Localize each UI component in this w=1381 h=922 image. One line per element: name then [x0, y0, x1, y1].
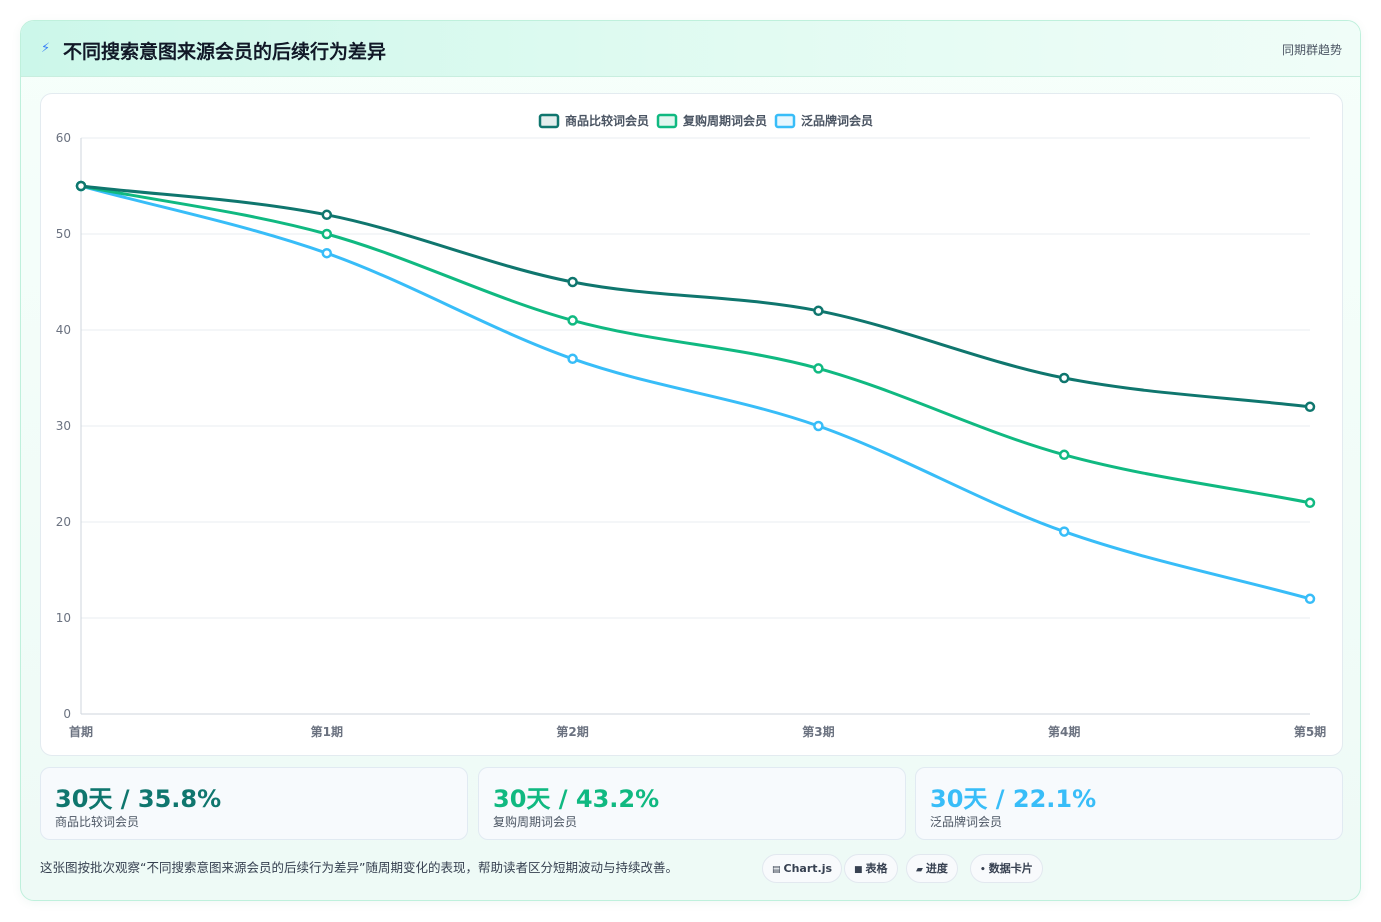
- stat-card-brand: 30天 / 22.1% 泛品牌词会员: [915, 767, 1343, 840]
- stat-label: 泛品牌词会员: [930, 815, 1003, 829]
- chart-footnote: 这张图按批次观察“不同搜索意图来源会员的后续行为差异”随周期变化的表现，帮助读者…: [40, 860, 678, 875]
- line-chart: 0 10 20 30 40 50 60 首期 第1期 第2期 第3期 第4期 第5期 商品比较词会员 复购周…: [56, 113, 1326, 739]
- y-tick-label: 50: [56, 227, 71, 241]
- stat-label: 商品比较词会员: [55, 815, 140, 829]
- data-point: [567, 315, 578, 326]
- data-point: [567, 276, 578, 288]
- x-tick-label: 第4期: [1048, 724, 1080, 739]
- trend-badge: 同期群趋势: [1281, 43, 1342, 57]
- x-tick-label: 首期: [69, 724, 93, 739]
- data-point: [813, 305, 824, 317]
- data-point: [1304, 401, 1316, 413]
- data-point: [813, 363, 824, 374]
- x-tick-label: 第3期: [802, 724, 834, 739]
- pill-label: 数据卡片: [988, 862, 1033, 875]
- chart-icon: ▤: [772, 865, 781, 875]
- legend-swatch: [774, 113, 796, 129]
- pill-table[interactable]: ■ 表格: [844, 854, 898, 883]
- data-point: [321, 228, 333, 240]
- data-point: [567, 353, 578, 365]
- y-tick-label: 10: [56, 611, 71, 625]
- pill-label: 表格: [865, 862, 888, 875]
- x-tick-label: 第5期: [1294, 724, 1326, 739]
- stat-card-comparison: 30天 / 35.8% 商品比较词会员: [40, 767, 468, 840]
- legend-label: 商品比较词会员: [565, 113, 649, 128]
- stat-value: 30天 / 35.8%: [55, 785, 222, 813]
- data-point: [1304, 593, 1316, 605]
- pill-label: 进度: [925, 862, 948, 875]
- stat-value: 30天 / 43.2%: [493, 785, 660, 813]
- x-tick-label: 第2期: [556, 724, 588, 739]
- data-point: [813, 420, 824, 432]
- data-point: [321, 209, 333, 221]
- series-line: [80, 184, 1311, 601]
- y-tick-label: 30: [56, 419, 71, 433]
- table-icon: ■: [854, 865, 863, 875]
- y-tick-label: 20: [56, 515, 71, 529]
- pill-chartjs[interactable]: ▤ Chart.js: [762, 854, 843, 883]
- data-point: [1058, 526, 1070, 537]
- y-tick-label: 0: [63, 707, 71, 721]
- data-point: [1058, 372, 1070, 384]
- chart-title: 不同搜索意图来源会员的后续行为差异: [63, 41, 387, 63]
- y-tick-label: 40: [56, 323, 71, 337]
- series-line: [80, 184, 1311, 505]
- stat-card-repurchase: 30天 / 43.2% 复购周期词会员: [478, 767, 906, 840]
- pill-data-card[interactable]: • 数据卡片: [970, 854, 1043, 883]
- y-tick-label: 60: [56, 131, 71, 145]
- chart-card: ⚡ 不同搜索意图来源会员的后续行为差异 同期群趋势 0 10 20 30 40 50 60 首…: [20, 20, 1361, 901]
- legend-label: 复购周期词会员: [682, 113, 767, 128]
- card-header: ⚡ 不同搜索意图来源会员的后续行为差异 同期群趋势: [21, 21, 1360, 77]
- pill-progress[interactable]: ▰ 进度: [906, 854, 958, 883]
- pill-label: Chart.js: [783, 862, 833, 875]
- data-point: [1304, 497, 1316, 509]
- chart-panel: 0 10 20 30 40 50 60 首期 第1期 第2期 第3期 第4期 第5期 商品比较词会员 复购周…: [40, 93, 1343, 756]
- card-icon: •: [980, 865, 986, 875]
- x-tick-label: 第1期: [311, 724, 343, 739]
- stat-value: 30天 / 22.1%: [930, 785, 1097, 813]
- legend-label: 泛品牌词会员: [801, 113, 873, 128]
- data-point: [1058, 449, 1070, 461]
- series-line: [80, 184, 1311, 409]
- legend-swatch: [538, 113, 560, 129]
- legend-swatch: [656, 113, 678, 129]
- progress-icon: ▰: [916, 865, 923, 875]
- data-point: [75, 180, 87, 192]
- lightning-icon: ⚡: [41, 41, 51, 56]
- data-point: [321, 247, 333, 259]
- stat-label: 复购周期词会员: [493, 815, 578, 829]
